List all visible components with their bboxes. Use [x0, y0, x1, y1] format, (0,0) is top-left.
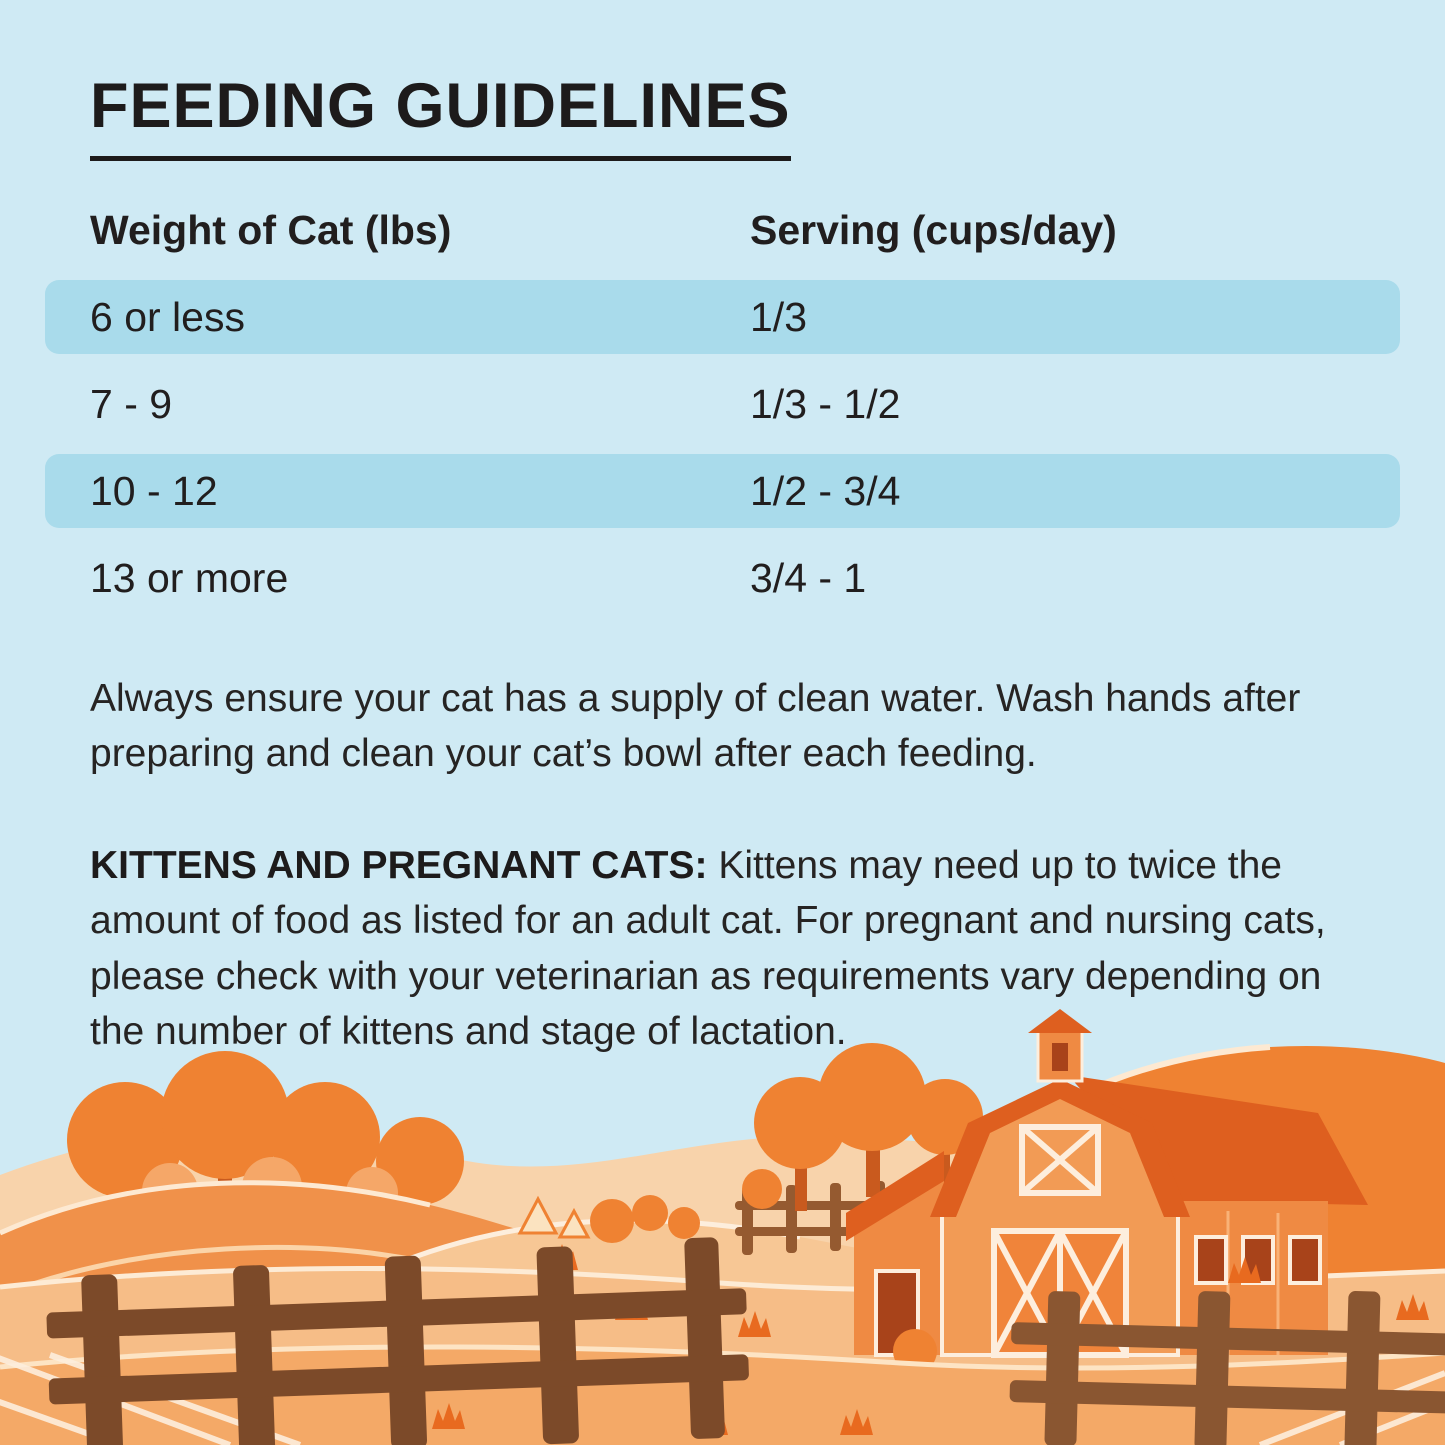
- kittens-note-text: Kittens may need up to twice the amount …: [90, 843, 1326, 1053]
- farm-illustration: [0, 1009, 1445, 1445]
- table-row: 10 - 12 1/2 - 3/4: [45, 454, 1400, 528]
- table-row: 6 or less 1/3: [45, 280, 1400, 354]
- barn-loft-window: [1019, 1124, 1101, 1196]
- trees-right: [742, 1043, 983, 1211]
- weight-cell: 13 or more: [90, 554, 289, 601]
- col-header-weight: Weight of Cat (lbs): [90, 207, 452, 253]
- serving-cell: 1/3: [750, 293, 807, 340]
- table-header-row: Weight of Cat (lbs) Serving (cups/day): [45, 207, 1400, 254]
- serving-cell: 1/2 - 3/4: [750, 467, 901, 514]
- col-header-serving: Serving (cups/day): [750, 207, 1117, 253]
- weight-cell: 6 or less: [90, 293, 245, 340]
- barn: [846, 1009, 1368, 1373]
- trees-left: [67, 1051, 464, 1227]
- serving-cell: 1/3 - 1/2: [750, 380, 901, 427]
- kittens-note: KITTENS AND PREGNANT CATS: Kittens may n…: [90, 838, 1355, 1060]
- barn-cupola: [1028, 1009, 1092, 1083]
- haystacks: [517, 1195, 591, 1239]
- table-row: 13 or more 3/4 - 1: [45, 541, 1400, 615]
- feeding-table: Weight of Cat (lbs) Serving (cups/day) 6…: [45, 207, 1400, 615]
- page-title: FEEDING GUIDELINES: [90, 70, 791, 161]
- water-note: Always ensure your cat has a supply of c…: [90, 677, 1301, 776]
- kittens-note-label: KITTENS AND PREGNANT CATS:: [90, 843, 719, 887]
- fence-left: [46, 1237, 749, 1445]
- weight-cell: 10 - 12: [90, 467, 218, 514]
- table-row: 7 - 9 1/3 - 1/2: [45, 367, 1400, 441]
- panel-content: FEEDING GUIDELINES Weight of Cat (lbs) S…: [45, 70, 1400, 1060]
- serving-cell: 3/4 - 1: [750, 554, 867, 601]
- fence-right: [1009, 1291, 1445, 1445]
- weight-cell: 7 - 9: [90, 380, 173, 427]
